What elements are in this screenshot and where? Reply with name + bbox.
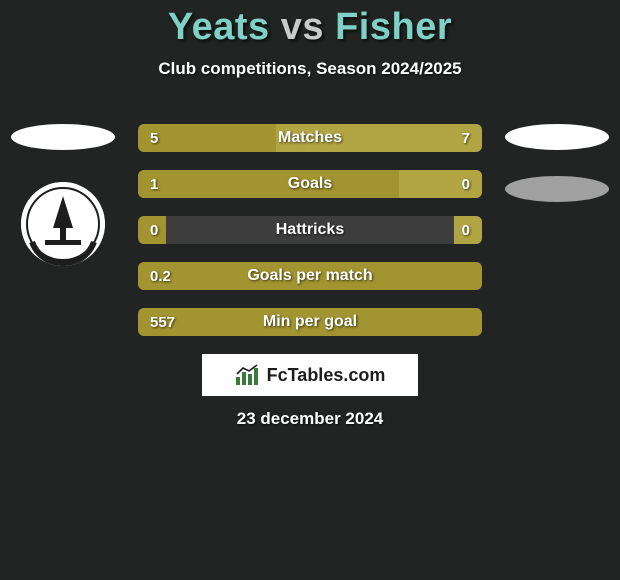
stat-bar-left bbox=[138, 262, 482, 290]
vs-text: vs bbox=[281, 6, 324, 48]
stat-row: 557Min per goal bbox=[138, 308, 482, 336]
subtitle: Club competitions, Season 2024/2025 bbox=[0, 59, 620, 79]
brand-banner: FcTables.com bbox=[202, 354, 418, 396]
stat-row: 0.2Goals per match bbox=[138, 262, 482, 290]
page-title: Yeats vs Fisher bbox=[0, 0, 620, 49]
right-player-column bbox=[502, 124, 612, 202]
comparison-chart: 57Matches 10Goals 00Hattricks 0.2Goals per … bbox=[138, 124, 482, 354]
snapshot-date: 23 december 2024 bbox=[0, 409, 620, 429]
stat-row: 57Matches bbox=[138, 124, 482, 152]
stat-row: 10Goals bbox=[138, 170, 482, 198]
player1-club-badge bbox=[21, 182, 105, 266]
player1-name: Yeats bbox=[168, 6, 270, 48]
stat-bar-left bbox=[138, 216, 166, 244]
stat-row: 00Hattricks bbox=[138, 216, 482, 244]
brand-chart-icon bbox=[235, 364, 261, 386]
stat-bar-right bbox=[399, 170, 482, 198]
stat-label: Hattricks bbox=[138, 216, 482, 244]
player2-photo-placeholder bbox=[505, 124, 609, 150]
stat-bar-left bbox=[138, 170, 399, 198]
stat-bar-right bbox=[454, 216, 482, 244]
player2-club-placeholder bbox=[505, 176, 609, 202]
stat-bar-right bbox=[276, 124, 482, 152]
stat-bar-left bbox=[138, 124, 276, 152]
club-badge-icon bbox=[21, 182, 105, 266]
left-player-column bbox=[8, 124, 118, 266]
brand-text: FcTables.com bbox=[267, 365, 386, 386]
player1-photo-placeholder bbox=[11, 124, 115, 150]
stat-bar-left bbox=[138, 308, 482, 336]
player2-name: Fisher bbox=[335, 6, 452, 48]
